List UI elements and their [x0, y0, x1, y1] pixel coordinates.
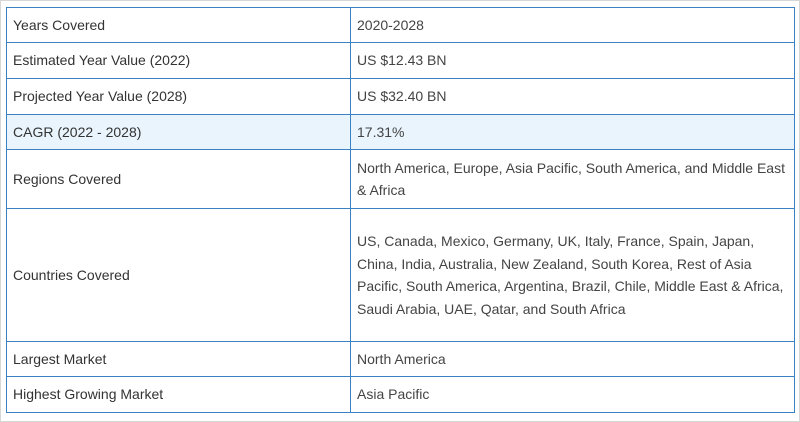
table-row-highest-growing-market: Highest Growing Market Asia Pacific	[6, 376, 795, 413]
row-label: Estimated Year Value (2022)	[6, 42, 351, 79]
row-value: US $32.40 BN	[350, 78, 795, 115]
table-row-countries-covered: Countries Covered US, Canada, Mexico, Ge…	[6, 208, 795, 342]
table-row-projected-year-value: Projected Year Value (2028) US $32.40 BN	[6, 78, 795, 115]
table-row-regions-covered: Regions Covered North America, Europe, A…	[6, 149, 795, 209]
row-value: North America, Europe, Asia Pacific, Sou…	[350, 149, 795, 209]
table-row-years-covered: Years Covered 2020-2028	[6, 7, 795, 43]
row-label: Largest Market	[6, 341, 351, 377]
row-label: Countries Covered	[6, 208, 351, 342]
row-value: North America	[350, 341, 795, 377]
row-label: Projected Year Value (2028)	[6, 78, 351, 115]
row-label: Highest Growing Market	[6, 376, 351, 413]
row-value: Asia Pacific	[350, 376, 795, 413]
row-label: Regions Covered	[6, 149, 351, 209]
row-value: 17.31%	[350, 114, 795, 150]
table-row-estimated-year-value: Estimated Year Value (2022) US $12.43 BN	[6, 42, 795, 79]
row-label: Years Covered	[6, 7, 351, 43]
table-row-cagr: CAGR (2022 - 2028) 17.31%	[6, 114, 795, 150]
table-row-largest-market: Largest Market North America	[6, 341, 795, 377]
row-label: CAGR (2022 - 2028)	[6, 114, 351, 150]
row-value: US, Canada, Mexico, Germany, UK, Italy, …	[350, 208, 795, 342]
row-value: 2020-2028	[350, 7, 795, 43]
row-value: US $12.43 BN	[350, 42, 795, 79]
report-scope-table: Years Covered 2020-2028 Estimated Year V…	[6, 7, 795, 413]
